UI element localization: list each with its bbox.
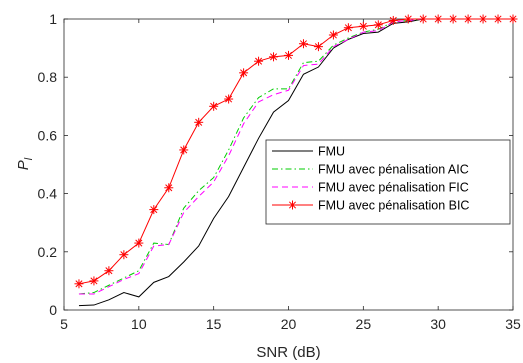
- series-1: [78, 18, 513, 295]
- series-point: [403, 14, 413, 24]
- x-tick-label: 15: [206, 316, 222, 332]
- series-point: [433, 14, 443, 24]
- series-point: [328, 30, 338, 40]
- y-tick-label: 0: [49, 302, 57, 318]
- axis-ticks: 5 10 15 20 25 30 35 0 0.2 0.4 0.6 0.8 1: [38, 11, 521, 332]
- legend: FMU FMU avec pénalisation AIC FMU avec pén…: [265, 139, 511, 225]
- legend-marker: [288, 200, 297, 210]
- y-tick-label: 0.4: [38, 186, 58, 202]
- series-point: [493, 14, 503, 24]
- x-tick-label: 25: [356, 316, 372, 332]
- x-axis-label: SNR (dB): [256, 344, 320, 361]
- legend-label-0: FMU: [318, 145, 345, 159]
- series-point: [134, 238, 144, 248]
- series-point: [418, 14, 428, 24]
- series-point: [343, 23, 353, 33]
- legend-label-3: FMU avec pénalisation BIC: [318, 199, 469, 213]
- y-axis-label: Pl: [15, 157, 35, 170]
- series-point: [298, 39, 308, 49]
- series-point: [448, 14, 458, 24]
- y-tick-label: 1: [49, 11, 57, 27]
- x-tick-label: 35: [505, 316, 521, 332]
- y-tick-label: 0.6: [38, 127, 58, 143]
- series-point: [239, 68, 249, 78]
- legend-label-1: FMU avec pénalisation AIC: [318, 163, 469, 177]
- series-point: [89, 276, 99, 286]
- series-line-1: [78, 18, 513, 295]
- series-point: [358, 21, 368, 31]
- series-point: [224, 94, 234, 104]
- series-layer: [74, 14, 518, 307]
- series-point: [284, 50, 293, 60]
- x-tick-label: 5: [60, 316, 68, 332]
- y-tick-label: 0.8: [38, 69, 58, 85]
- legend-label-2: FMU avec pénalisation FIC: [318, 181, 469, 195]
- x-tick-label: 30: [430, 316, 446, 332]
- series-point: [313, 42, 323, 52]
- series-point: [194, 117, 204, 127]
- series-point: [254, 56, 264, 66]
- series-point: [478, 14, 488, 24]
- series-point: [463, 14, 473, 24]
- series-point: [373, 20, 383, 30]
- series-point: [269, 52, 279, 62]
- series-point: [209, 101, 219, 111]
- x-tick-label: 20: [281, 316, 297, 332]
- series-point: [179, 145, 189, 155]
- x-tick-label: 10: [131, 316, 147, 332]
- legend-box: [265, 139, 511, 225]
- series-point: [149, 205, 159, 215]
- series-point: [104, 266, 114, 276]
- series-3: [74, 14, 518, 289]
- series-point: [164, 183, 174, 193]
- series-point: [388, 15, 398, 25]
- series-point: [74, 279, 84, 289]
- series-point: [508, 14, 518, 24]
- series-point: [119, 250, 129, 260]
- y-tick-label: 0.2: [38, 244, 58, 260]
